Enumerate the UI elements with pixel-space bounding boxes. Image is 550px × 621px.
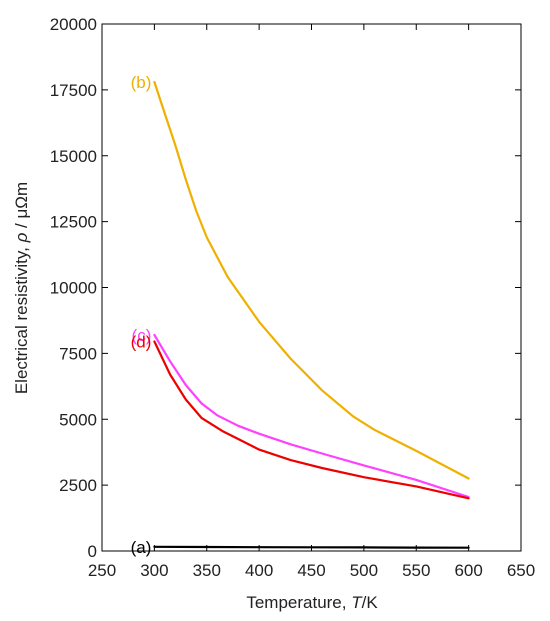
x-tick-label: 400 bbox=[245, 561, 273, 580]
y-axis-title-prefix: Electrical resistivity, bbox=[12, 242, 31, 394]
series-line-b bbox=[153, 80, 470, 480]
x-axis-ticks: 250 300 350 400 450 500 550 600 650 bbox=[88, 24, 535, 580]
y-axis-ticks: 0 2500 5000 7500 10000 12500 15000 17500 20000 bbox=[50, 15, 521, 561]
series-line-a bbox=[153, 545, 470, 549]
series-label-b: (b) bbox=[131, 73, 152, 92]
series-label-c: (c) bbox=[132, 326, 152, 345]
y-tick-label: 12500 bbox=[50, 213, 97, 232]
series-lines bbox=[153, 80, 470, 549]
y-tick-label: 7500 bbox=[59, 344, 97, 363]
x-tick-label: 600 bbox=[454, 561, 482, 580]
x-tick-label: 650 bbox=[507, 561, 535, 580]
x-tick-label: 500 bbox=[350, 561, 378, 580]
y-tick-label: 20000 bbox=[50, 15, 97, 34]
series-line-d bbox=[153, 340, 470, 500]
y-axis-title-variable: ρ bbox=[12, 232, 31, 243]
y-axis-title: Electrical resistivity, ρ / μΩm bbox=[12, 182, 31, 394]
y-tick-label: 2500 bbox=[59, 476, 97, 495]
x-axis-title-prefix: Temperature, bbox=[246, 593, 351, 612]
y-tick-label: 5000 bbox=[59, 410, 97, 429]
x-tick-label: 300 bbox=[140, 561, 168, 580]
x-axis-title-unit: /K bbox=[362, 593, 379, 612]
series-label-d: (d) bbox=[131, 333, 152, 352]
x-tick-label: 450 bbox=[297, 561, 325, 580]
series-label-a: (a) bbox=[131, 538, 152, 557]
y-tick-label: 0 bbox=[88, 542, 97, 561]
x-axis-title: Temperature, T/K bbox=[246, 593, 378, 612]
y-tick-label: 15000 bbox=[50, 147, 97, 166]
y-axis-title-unit: / μΩm bbox=[12, 182, 31, 233]
series-line-c bbox=[153, 333, 470, 499]
x-tick-label: 250 bbox=[88, 561, 116, 580]
x-tick-label: 350 bbox=[193, 561, 221, 580]
x-tick-label: 550 bbox=[402, 561, 430, 580]
x-axis-title-variable: T bbox=[351, 593, 363, 612]
y-tick-label: 10000 bbox=[50, 279, 97, 298]
y-tick-label: 17500 bbox=[50, 81, 97, 100]
series-labels: (a) (b) (c)(d) bbox=[131, 73, 152, 557]
